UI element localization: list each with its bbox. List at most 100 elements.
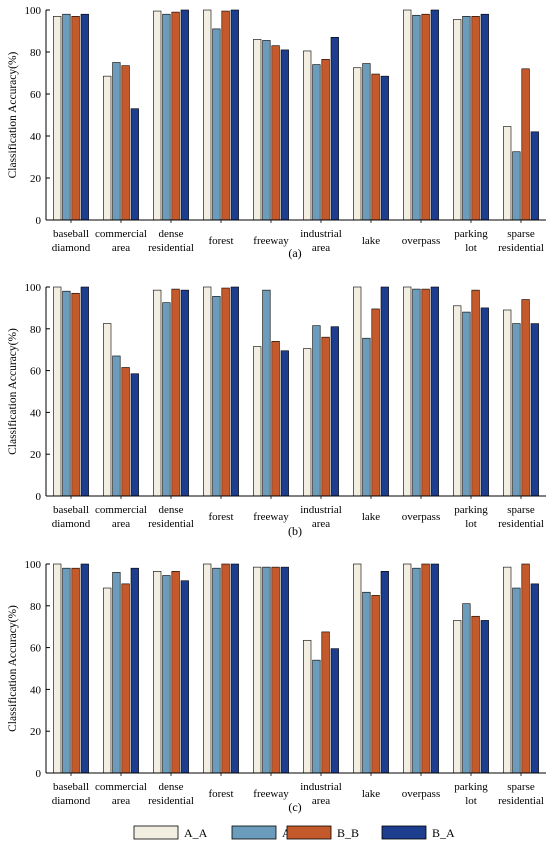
x-tick-label-line: dense: [158, 781, 183, 793]
bar-a_b-5: [312, 325, 321, 497]
bar-b_a-0: [80, 563, 89, 774]
bar-b_b-9: [521, 68, 530, 221]
x-tick-label-line: sparse: [507, 781, 535, 793]
x-tick-label-line: area: [112, 242, 130, 254]
y-tick-label: 20: [30, 726, 42, 738]
y-tick-label: 100: [25, 5, 42, 17]
bar-b_a-3: [230, 286, 239, 497]
x-tick-label: commercial area: [95, 504, 147, 530]
bar-a_b-7: [412, 14, 421, 221]
bar-b_a-8: [480, 307, 489, 497]
bar-a_b-9: [512, 587, 521, 774]
x-tick-label-line: lot: [465, 518, 477, 530]
bar-a_a-0: [53, 286, 62, 497]
bar-b_b-0: [71, 15, 80, 221]
bar-b_a-2: [180, 9, 189, 221]
x-tick-label: sparse residential: [498, 228, 544, 254]
x-tick-label-line: industrial: [300, 781, 342, 793]
bar-a_a-7: [403, 286, 412, 497]
y-tick-label: 100: [25, 282, 42, 294]
bar-a_a-6: [353, 563, 362, 774]
bar-b_a-8: [480, 13, 489, 221]
bar-b_a-2: [180, 580, 189, 774]
x-tick-label-line: sparse: [507, 228, 535, 240]
bar-a_a-2: [153, 10, 162, 221]
bar-a_a-7: [403, 563, 412, 774]
y-tick-label: 20: [30, 449, 42, 461]
bar-b_b-8: [471, 289, 480, 497]
bar-b_b-7: [421, 288, 430, 497]
bar-b_a-6: [380, 571, 389, 774]
x-tick-label-line: industrial: [300, 228, 342, 240]
bar-a_b-0: [62, 290, 71, 497]
bar-a_b-4: [262, 40, 271, 221]
chart-panel-2: 0 20 40 60 80 100 Classification Accuracy(%) ba…: [7, 282, 546, 538]
bar-a_a-8: [453, 620, 462, 774]
bar-a_a-6: [353, 286, 362, 497]
bar-a_a-4: [253, 39, 262, 221]
bar-b_a-4: [280, 566, 289, 774]
bar-a_a-3: [203, 563, 212, 774]
bar-b_a-7: [430, 563, 439, 774]
legend-label-b_b: B_B: [337, 826, 359, 840]
y-tick-label: 60: [30, 643, 42, 655]
panel-label: (a): [288, 246, 301, 260]
bar-a_a-3: [203, 286, 212, 497]
bar-a_a-1: [103, 587, 112, 774]
x-tick-label-line: area: [312, 795, 330, 807]
y-axis-title: Classification Accuracy(%): [7, 51, 19, 178]
x-tick-label: freeway: [253, 511, 289, 523]
bar-b_b-6: [371, 308, 380, 497]
legend-swatch-b_b: [286, 825, 332, 840]
bar-a_b-8: [462, 311, 471, 497]
x-tick-label-line: residential: [148, 242, 194, 254]
bar-b_b-3: [221, 10, 230, 221]
bar-b_b-3: [221, 563, 230, 774]
y-tick-label: 60: [30, 366, 42, 378]
x-tick-label-line: baseball: [53, 504, 89, 516]
bar-a_b-7: [412, 288, 421, 497]
y-axis-title: Classification Accuracy(%): [7, 605, 19, 732]
bar-b_a-5: [330, 648, 339, 774]
x-tick-label-line: dense: [158, 504, 183, 516]
bar-a_a-6: [353, 67, 362, 221]
x-tick-label: sparse residential: [498, 504, 544, 530]
x-tick-label-line: diamond: [52, 795, 91, 807]
x-tick-label-line: diamond: [52, 518, 91, 530]
bar-b_b-3: [221, 287, 230, 497]
bar-a_b-3: [212, 28, 221, 221]
bar-b_b-2: [171, 571, 180, 774]
bar-a_a-9: [503, 309, 512, 497]
x-tick-label-line: baseball: [53, 228, 89, 240]
x-tick-label: commercial area: [95, 781, 147, 807]
x-tick-label: commercial area: [95, 228, 147, 254]
bar-b_a-9: [530, 131, 539, 221]
bar-b_b-4: [271, 341, 280, 497]
bar-b_b-9: [521, 563, 530, 774]
bar-a_b-1: [112, 572, 121, 774]
x-tick-label: freeway: [253, 788, 289, 800]
bar-a_a-4: [253, 566, 262, 774]
x-tick-label-line: baseball: [53, 781, 89, 793]
bar-b_b-7: [421, 13, 430, 221]
bar-b_b-0: [71, 292, 80, 497]
x-tick-label: baseball diamond: [52, 504, 91, 530]
x-tick-label-line: parking: [454, 228, 488, 240]
chart-panel-1: 0 20 40 60 80 100 Classification Accuracy(%) ba…: [7, 5, 546, 260]
bar-b_b-8: [471, 615, 480, 774]
x-tick-label: forest: [208, 235, 233, 247]
x-tick-label-line: residential: [148, 795, 194, 807]
y-tick-label: 60: [30, 89, 42, 101]
x-tick-label-line: industrial: [300, 504, 342, 516]
x-tick-label: dense residential: [148, 781, 194, 807]
bar-b_a-6: [380, 286, 389, 497]
bar-a_a-7: [403, 9, 412, 221]
bar-a_b-2: [162, 302, 171, 497]
x-tick-label: dense residential: [148, 228, 194, 254]
bar-b_b-1: [121, 583, 130, 774]
x-tick-label-line: sparse: [507, 504, 535, 516]
bar-b_a-4: [280, 49, 289, 221]
bar-b_a-7: [430, 9, 439, 221]
x-tick-label: industrial area: [300, 504, 342, 530]
